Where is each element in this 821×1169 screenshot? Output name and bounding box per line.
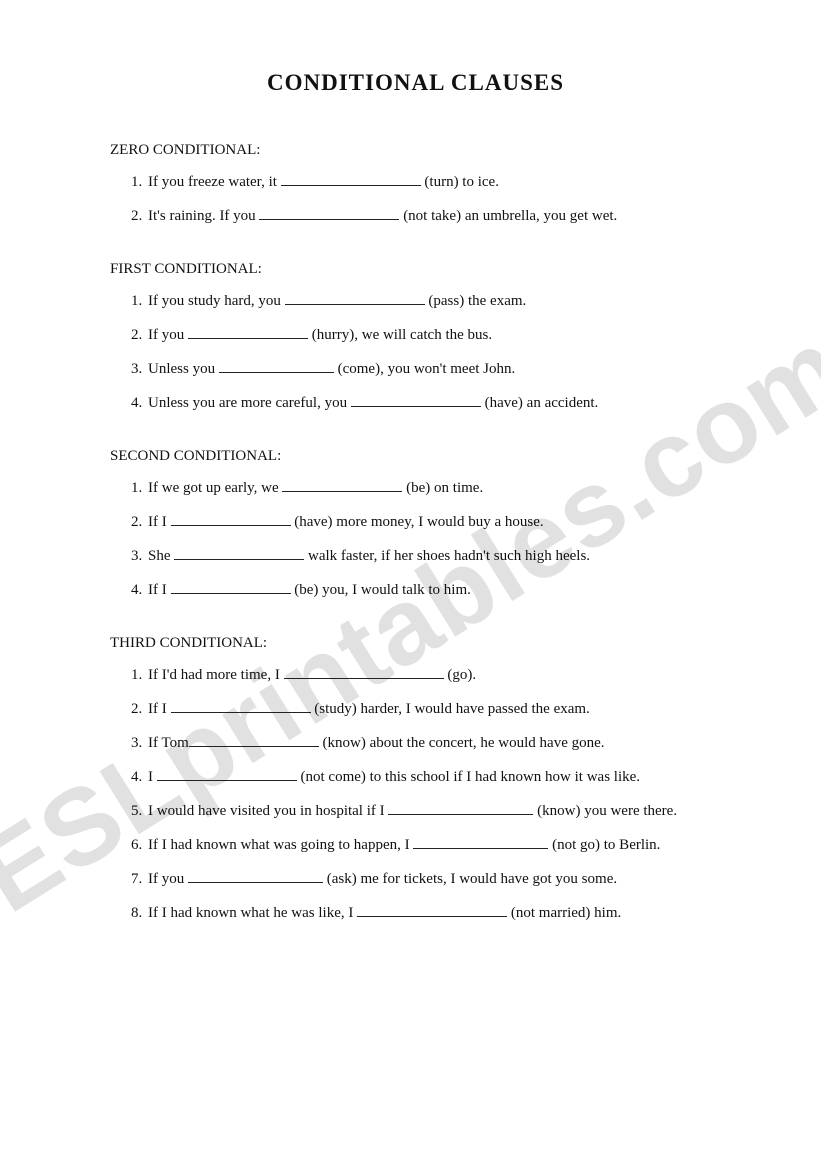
exercise-item: If Tom (know) about the concert, he woul… — [146, 726, 721, 760]
exercise-text: (come), you won't meet John. — [334, 361, 515, 377]
exercise-text: I — [148, 769, 157, 785]
exercise-text: If I had known what he was like, I — [148, 905, 357, 921]
exercise-text: Unless you are more careful, you — [148, 395, 351, 411]
exercise-text: (hurry), we will catch the bus. — [308, 327, 492, 343]
exercise-item: If I had known what was going to happen,… — [146, 828, 721, 862]
exercise-text: (be) you, I would talk to him. — [291, 582, 471, 598]
exercise-text: (be) on time. — [402, 480, 483, 496]
exercise-list: If you freeze water, it (turn) to ice.It… — [110, 165, 721, 233]
exercise-text: If Tom — [148, 735, 189, 751]
exercise-text: (turn) to ice. — [421, 174, 499, 190]
fill-blank[interactable] — [219, 360, 334, 374]
fill-blank[interactable] — [284, 666, 444, 680]
exercise-item: Unless you (come), you won't meet John. — [146, 352, 721, 386]
exercise-item: If you (hurry), we will catch the bus. — [146, 318, 721, 352]
exercise-text: If I had known what was going to happen,… — [148, 837, 413, 853]
exercise-list: If we got up early, we (be) on time.If I… — [110, 471, 721, 607]
exercise-text: It's raining. If you — [148, 208, 259, 224]
sections-container: ZERO CONDITIONAL: If you freeze water, it… — [110, 142, 721, 930]
fill-blank[interactable] — [189, 734, 319, 748]
fill-blank[interactable] — [171, 700, 311, 714]
exercise-text: If you freeze water, it — [148, 174, 281, 190]
exercise-text: If you — [148, 871, 188, 887]
exercise-item: If I (study) harder, I would have passed… — [146, 692, 721, 726]
exercise-text: (pass) the exam. — [425, 293, 527, 309]
exercise-text: (know) about the concert, he would have … — [319, 735, 605, 751]
exercise-text: Unless you — [148, 361, 219, 377]
exercise-item: If we got up early, we (be) on time. — [146, 471, 721, 505]
exercise-text: If you study hard, you — [148, 293, 285, 309]
exercise-text: (ask) me for tickets, I would have got y… — [323, 871, 617, 887]
fill-blank[interactable] — [388, 802, 533, 816]
fill-blank[interactable] — [285, 292, 425, 306]
exercise-text: (not come) to this school if I had known… — [297, 769, 640, 785]
fill-blank[interactable] — [357, 904, 507, 918]
fill-blank[interactable] — [351, 394, 481, 408]
section-heading: SECOND CONDITIONAL: — [110, 448, 721, 465]
fill-blank[interactable] — [281, 173, 421, 187]
exercise-item: If I (have) more money, I would buy a ho… — [146, 505, 721, 539]
exercise-list: If you study hard, you (pass) the exam.I… — [110, 284, 721, 420]
fill-blank[interactable] — [259, 207, 399, 221]
exercise-text: (study) harder, I would have passed the … — [311, 701, 590, 717]
exercise-item: If I'd had more time, I (go). — [146, 658, 721, 692]
exercise-item: If you study hard, you (pass) the exam. — [146, 284, 721, 318]
exercise-item: It's raining. If you (not take) an umbre… — [146, 199, 721, 233]
exercise-list: If I'd had more time, I (go).If I (study… — [110, 658, 721, 930]
exercise-text: (not take) an umbrella, you get wet. — [399, 208, 617, 224]
exercise-text: She — [148, 548, 174, 564]
exercise-item: If you (ask) me for tickets, I would hav… — [146, 862, 721, 896]
page-title: CONDITIONAL CLAUSES — [110, 70, 721, 96]
exercise-text: I would have visited you in hospital if … — [148, 803, 388, 819]
exercise-text: walk faster, if her shoes hadn't such hi… — [304, 548, 590, 564]
exercise-item: She walk faster, if her shoes hadn't suc… — [146, 539, 721, 573]
fill-blank[interactable] — [188, 326, 308, 340]
fill-blank[interactable] — [413, 836, 548, 850]
section-heading: ZERO CONDITIONAL: — [110, 142, 721, 159]
exercise-item: If I had known what he was like, I (not … — [146, 896, 721, 930]
exercise-text: If I'd had more time, I — [148, 667, 284, 683]
exercise-text: (not go) to Berlin. — [548, 837, 660, 853]
exercise-item: I (not come) to this school if I had kno… — [146, 760, 721, 794]
exercise-item: If you freeze water, it (turn) to ice. — [146, 165, 721, 199]
exercise-item: If I (be) you, I would talk to him. — [146, 573, 721, 607]
exercise-item: Unless you are more careful, you (have) … — [146, 386, 721, 420]
exercise-text: (have) an accident. — [481, 395, 598, 411]
section-heading: THIRD CONDITIONAL: — [110, 635, 721, 652]
exercise-text: (have) more money, I would buy a house. — [291, 514, 544, 530]
exercise-text: If we got up early, we — [148, 480, 282, 496]
section-heading: FIRST CONDITIONAL: — [110, 261, 721, 278]
exercise-item: I would have visited you in hospital if … — [146, 794, 721, 828]
worksheet-page: CONDITIONAL CLAUSES ZERO CONDITIONAL: If … — [0, 0, 821, 990]
exercise-text: (go). — [444, 667, 477, 683]
fill-blank[interactable] — [282, 479, 402, 493]
exercise-text: If you — [148, 327, 188, 343]
fill-blank[interactable] — [171, 513, 291, 527]
fill-blank[interactable] — [174, 547, 304, 561]
exercise-text: (know) you were there. — [533, 803, 677, 819]
fill-blank[interactable] — [157, 768, 297, 782]
exercise-text: If I — [148, 582, 171, 598]
exercise-text: (not married) him. — [507, 905, 621, 921]
exercise-text: If I — [148, 514, 171, 530]
fill-blank[interactable] — [188, 870, 323, 884]
exercise-text: If I — [148, 701, 171, 717]
fill-blank[interactable] — [171, 581, 291, 595]
